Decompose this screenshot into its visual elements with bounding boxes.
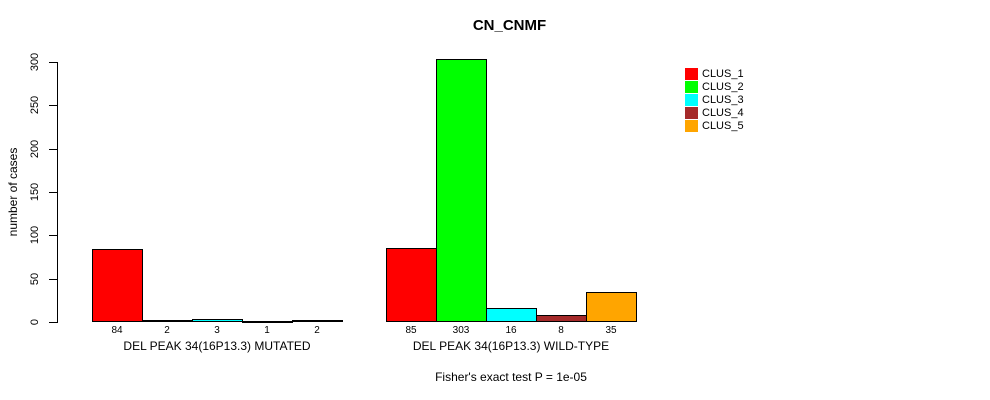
y-tick-label: 100 bbox=[29, 225, 41, 245]
y-tick bbox=[49, 235, 57, 236]
legend-item: CLUS_4 bbox=[685, 106, 744, 119]
bar-clus_2-group2 bbox=[436, 59, 487, 322]
legend: CLUS_1 CLUS_2 CLUS_3 CLUS_4 CLUS_5 bbox=[685, 67, 744, 132]
bar-value-label: 85 bbox=[405, 325, 417, 336]
y-tick bbox=[49, 105, 57, 106]
bar-value-label: 1 bbox=[264, 325, 270, 336]
legend-item: CLUS_3 bbox=[685, 93, 744, 106]
bar-clus_4-group2 bbox=[536, 315, 587, 322]
chart-title: CN_CNMF bbox=[472, 17, 547, 34]
bar-clus_3-group2 bbox=[486, 308, 537, 322]
legend-item: CLUS_1 bbox=[685, 67, 744, 80]
bar-value-label: 16 bbox=[505, 325, 517, 336]
legend-label: CLUS_3 bbox=[702, 93, 744, 106]
y-tick bbox=[49, 149, 57, 150]
y-tick-label: 300 bbox=[29, 52, 41, 72]
bar-value-label: 2 bbox=[164, 325, 170, 336]
y-axis-label: number of cases bbox=[6, 147, 20, 237]
bar-value-label: 303 bbox=[452, 325, 470, 336]
x-group-label: DEL PEAK 34(16P13.3) WILD-TYPE bbox=[412, 339, 610, 353]
y-tick-label: 50 bbox=[29, 272, 41, 286]
legend-label: CLUS_1 bbox=[702, 67, 744, 80]
legend-item: CLUS_2 bbox=[685, 80, 744, 93]
bar-clus_5-group2 bbox=[586, 292, 637, 322]
y-tick bbox=[49, 62, 57, 63]
legend-label: CLUS_2 bbox=[702, 80, 744, 93]
legend-swatch-clus_3 bbox=[685, 93, 698, 106]
y-tick-label: 0 bbox=[29, 318, 41, 326]
bar-value-label: 35 bbox=[605, 325, 617, 336]
y-axis-line bbox=[57, 62, 58, 323]
bar-value-label: 2 bbox=[314, 325, 320, 336]
y-tick bbox=[49, 322, 57, 323]
bar-value-label: 3 bbox=[214, 325, 220, 336]
y-tick bbox=[49, 279, 57, 280]
legend-item: CLUS_5 bbox=[685, 119, 744, 132]
legend-label: CLUS_4 bbox=[702, 106, 744, 119]
legend-swatch-clus_2 bbox=[685, 80, 698, 93]
bar-clus_2-group1 bbox=[142, 320, 193, 322]
fisher-test-note: Fisher's exact test P = 1e-05 bbox=[435, 370, 587, 384]
bar-value-label: 8 bbox=[558, 325, 564, 336]
legend-swatch-clus_1 bbox=[685, 67, 698, 80]
y-tick-label: 150 bbox=[29, 182, 41, 202]
bar-clus_3-group1 bbox=[192, 319, 243, 322]
y-tick-label: 250 bbox=[29, 95, 41, 115]
bar-clus_5-group1 bbox=[292, 320, 343, 322]
y-tick-label: 200 bbox=[29, 139, 41, 159]
x-group-label: DEL PEAK 34(16P13.3) MUTATED bbox=[123, 339, 311, 353]
legend-label: CLUS_5 bbox=[702, 119, 744, 132]
bar-value-label: 84 bbox=[111, 325, 123, 336]
y-tick bbox=[49, 192, 57, 193]
legend-swatch-clus_4 bbox=[685, 106, 698, 119]
bar-clus_1-group1 bbox=[92, 249, 143, 322]
legend-swatch-clus_5 bbox=[685, 119, 698, 132]
bar-clus_1-group2 bbox=[386, 248, 437, 322]
bar-clus_4-group1 bbox=[242, 321, 293, 323]
